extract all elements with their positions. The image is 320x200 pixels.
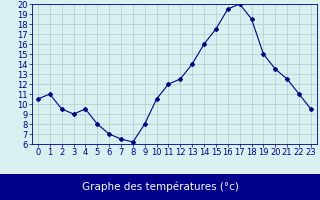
Text: Graphe des températures (°c): Graphe des températures (°c) — [82, 182, 238, 192]
